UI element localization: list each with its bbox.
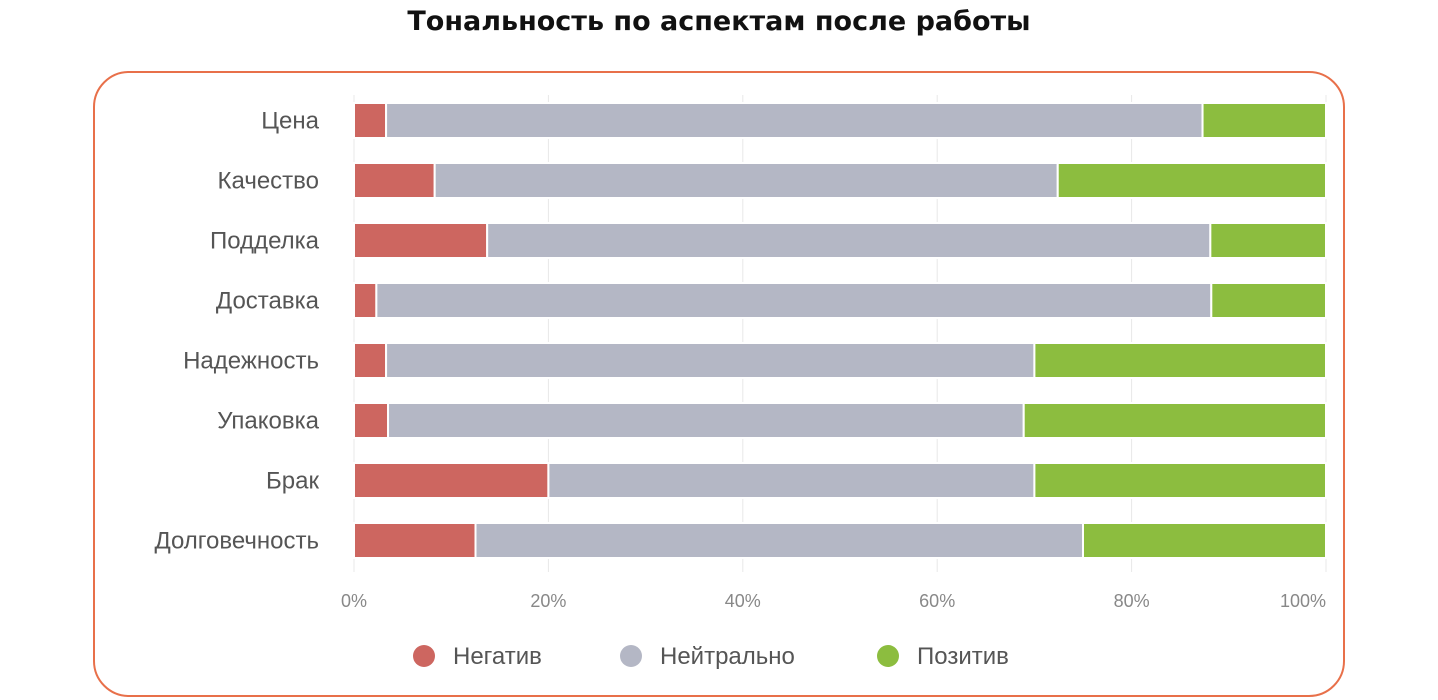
category-label: Долговечность: [154, 528, 319, 555]
legend-label: Негатив: [453, 643, 542, 670]
bar-segment: [375, 282, 1213, 319]
chart-frame: [93, 71, 1345, 697]
category-label: Цена: [261, 108, 319, 135]
bar-segment: [547, 462, 1036, 499]
x-tick-label: 40%: [725, 591, 761, 611]
bar-segment: [387, 402, 1025, 439]
x-tick-label: 20%: [530, 591, 566, 611]
x-axis-tick-labels: 0% 20% 40% 60% 80% 100%: [341, 591, 1326, 611]
bar-segment: [353, 462, 550, 499]
bar-segment: [385, 342, 1036, 379]
bar-segment: [1082, 522, 1327, 559]
category-labels: Цена Качество Подделка Доставка Надежность Уп…: [154, 108, 319, 555]
category-label: Качество: [218, 168, 319, 195]
bar-segment: [1210, 282, 1327, 319]
bar-segment: [353, 342, 388, 379]
bar-segment: [353, 522, 477, 559]
x-tick-label: 80%: [1114, 591, 1150, 611]
legend-marker: [877, 645, 899, 667]
x-tick-label: 100%: [1280, 591, 1326, 611]
legend-marker: [620, 645, 642, 667]
legend-marker: [413, 645, 435, 667]
category-label: Надежность: [183, 348, 319, 375]
bar-segment: [353, 162, 436, 199]
bar-segment: [474, 522, 1084, 559]
category-label: Упаковка: [217, 408, 319, 435]
chart-title: Тональность по аспектам после работы: [407, 6, 1031, 37]
legend: Негатив Нейтрально Позитив: [413, 643, 1009, 670]
bar-segment: [1209, 222, 1328, 259]
bar-segment: [353, 402, 390, 439]
bar-segment: [1033, 462, 1328, 499]
category-label: Брак: [266, 468, 319, 495]
bar-segment: [353, 102, 388, 139]
category-label: Доставка: [216, 288, 320, 315]
legend-label: Позитив: [917, 643, 1009, 670]
bar-segment: [1056, 162, 1328, 199]
category-label: Подделка: [210, 228, 320, 255]
x-tick-label: 0%: [341, 591, 367, 611]
bar-segment: [486, 222, 1212, 259]
bar-segment: [433, 162, 1059, 199]
x-tick-label: 60%: [919, 591, 955, 611]
bar-segment: [1033, 342, 1328, 379]
bars: [353, 102, 1328, 559]
bar-segment: [1022, 402, 1327, 439]
bar-segment: [385, 102, 1204, 139]
legend-label: Нейтрально: [660, 643, 795, 670]
bar-segment: [353, 282, 378, 319]
bar-segment: [353, 222, 489, 259]
bar-segment: [1201, 102, 1328, 139]
